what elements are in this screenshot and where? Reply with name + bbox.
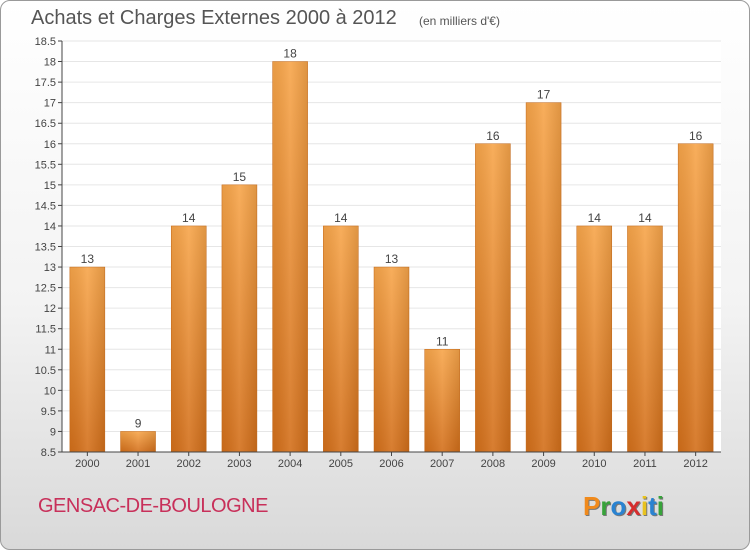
logo-letter: i (656, 491, 664, 521)
data-label: 16 (689, 129, 703, 143)
x-tick-label: 2002 (176, 458, 200, 470)
bar-shade (475, 143, 511, 452)
bar-shade (424, 349, 460, 452)
y-tick-label: 13.5 (35, 242, 56, 254)
x-tick-label: 2000 (75, 458, 99, 470)
bar-shade (120, 431, 156, 452)
y-tick-label: 16 (44, 139, 56, 151)
x-tick-label: 2001 (126, 458, 150, 470)
x-tick-label: 2009 (531, 458, 555, 470)
data-label: 17 (537, 88, 551, 102)
data-label: 14 (638, 211, 652, 225)
x-tick-label: 2004 (278, 458, 302, 470)
proxiti-logo: Proxiti (583, 491, 664, 522)
x-tick-label: 2010 (582, 458, 606, 470)
y-tick-label: 13 (44, 262, 56, 274)
logo-letter: t (648, 491, 657, 521)
y-tick-label: 16.5 (35, 118, 56, 130)
logo-letter: r (600, 491, 611, 521)
chart-subtitle: (en milliers d'€) (419, 14, 500, 28)
data-label: 15 (233, 170, 247, 184)
y-tick-label: 17.5 (35, 77, 56, 89)
y-tick-label: 12 (44, 303, 56, 315)
y-tick-label: 10 (44, 385, 56, 397)
axes: 8.599.51010.51111.51212.51313.51414.5151… (35, 36, 721, 470)
y-tick-label: 18.5 (35, 36, 56, 48)
data-label: 13 (81, 252, 95, 266)
bar-shade (272, 61, 308, 453)
data-label: 14 (182, 211, 196, 225)
y-tick-label: 9 (50, 426, 56, 438)
logo-letter: o (610, 491, 627, 521)
bars (69, 61, 714, 453)
bar-shade (374, 267, 409, 452)
y-tick-label: 10.5 (35, 365, 56, 377)
y-tick-label: 14 (44, 221, 56, 233)
data-label: 14 (334, 211, 348, 225)
x-tick-label: 2005 (329, 458, 353, 470)
data-labels: 13 9 14 15 18 14 13 11 16 17 14 14 16 (81, 47, 703, 431)
logo-letter: x (626, 491, 641, 521)
chart-title: Achats et Charges Externes 2000 à 2012 (31, 7, 397, 29)
bar-shade (171, 225, 207, 452)
commune-name: GENSAC-DE-BOULOGNE (38, 495, 268, 517)
y-tick-label: 17 (44, 98, 56, 110)
y-tick-label: 9.5 (41, 406, 56, 418)
y-tick-label: 12.5 (35, 283, 56, 295)
y-tick-label: 18 (44, 57, 56, 69)
x-tick-label: 2007 (430, 458, 454, 470)
bar-shade (323, 225, 359, 452)
y-tick-label: 11.5 (35, 324, 56, 336)
logo-letter: i (640, 491, 649, 521)
x-tick-label: 2003 (227, 458, 251, 470)
y-tick-label: 14.5 (35, 200, 56, 212)
data-label: 18 (283, 47, 297, 61)
y-tick-label: 15.5 (35, 159, 56, 171)
data-label: 11 (436, 334, 449, 348)
x-tick-label: 2006 (379, 458, 403, 470)
data-label: 13 (385, 252, 399, 266)
data-label: 9 (135, 416, 142, 430)
x-tick-label: 2011 (633, 458, 657, 470)
data-label: 16 (486, 129, 500, 143)
bar-shade (69, 267, 105, 452)
y-tick-label: 15 (44, 180, 56, 192)
bar-shade (526, 102, 562, 453)
bar-shade (221, 184, 257, 452)
bar-shade (678, 143, 714, 452)
y-tick-label: 8.5 (41, 447, 56, 459)
data-label: 14 (588, 211, 602, 225)
bar-shade (576, 225, 612, 452)
bar-shade (627, 225, 663, 452)
x-tick-label: 2008 (481, 458, 505, 470)
x-tick-label: 2012 (683, 458, 707, 470)
logo-letter: P (583, 491, 601, 521)
y-tick-label: 11 (45, 344, 56, 356)
